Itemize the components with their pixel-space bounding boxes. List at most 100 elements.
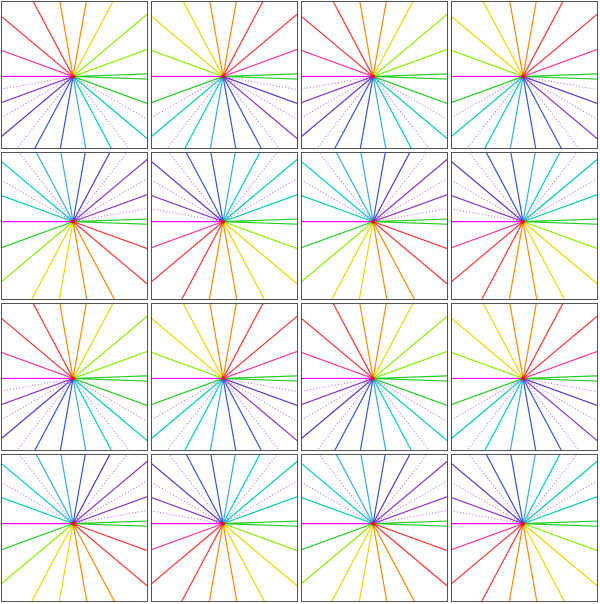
ray-purple [372, 460, 447, 525]
ray-orange [222, 523, 238, 601]
starburst-tile [151, 152, 298, 300]
ray-red [452, 221, 524, 283]
ray-blue [522, 76, 537, 148]
ray-red [72, 221, 147, 285]
ray-indigo [152, 463, 224, 525]
starburst-graphic [302, 2, 447, 148]
ray-yellow [522, 523, 565, 601]
starburst-graphic [2, 2, 147, 148]
ray-orange [59, 2, 74, 77]
ray-red [222, 315, 297, 379]
ray-green [223, 218, 297, 223]
ray-pink [2, 351, 74, 380]
ray-purple [222, 378, 297, 442]
ray-yellow [331, 523, 374, 601]
ray-sky [209, 378, 224, 450]
ray-lime [72, 48, 147, 78]
ray-purple [152, 497, 224, 525]
ray-red [181, 221, 224, 299]
starburst-tile [1, 303, 148, 451]
ray-blue [359, 76, 374, 148]
ray-orange [208, 523, 224, 601]
ray-cyan [372, 378, 412, 450]
ray-sky [222, 153, 236, 222]
ray-violet [372, 178, 447, 223]
ray-orange [209, 2, 224, 77]
ray-hub [221, 376, 226, 381]
ray-violet [222, 480, 297, 525]
ray-hub [371, 521, 376, 526]
starburst-graphic [452, 2, 597, 148]
ray-teal [2, 195, 74, 223]
starburst-graphic [152, 2, 297, 148]
ray-red [302, 16, 374, 77]
ray-red [222, 2, 264, 77]
ray-red [522, 13, 597, 77]
ray-lime [302, 221, 374, 283]
ray-red [372, 221, 447, 250]
ray-cyan [2, 161, 74, 223]
ray-pink [302, 49, 374, 78]
ray-violet [372, 510, 447, 525]
ray-indigo [2, 76, 74, 137]
ray-green [73, 73, 147, 78]
ray-blue [72, 153, 86, 222]
ray-purple [522, 76, 597, 140]
ray-violet [72, 208, 147, 223]
ray-teal [222, 194, 297, 223]
ray-orange [209, 304, 224, 379]
ray-yellow [72, 304, 114, 379]
ray-green [73, 523, 147, 527]
ray-lime [302, 523, 374, 585]
ray-orange [59, 304, 74, 379]
ray-green [73, 375, 147, 380]
ray-indigo [222, 377, 297, 407]
ray-hub [71, 521, 76, 526]
ray-teal [222, 460, 297, 525]
ray-purple [72, 194, 147, 223]
ray-red [332, 304, 374, 379]
ray-cyan [372, 76, 412, 148]
ray-teal [222, 158, 297, 223]
ray-yellow [58, 523, 74, 601]
ray-pink [152, 523, 224, 551]
ray-orange [522, 523, 538, 601]
ray-yellow [222, 221, 265, 299]
ray-yellow [482, 2, 524, 77]
ray-hub [221, 219, 226, 224]
ray-purple [522, 378, 597, 442]
ray-teal [372, 378, 447, 442]
ray-cyan [72, 378, 112, 450]
ray-hub [521, 219, 526, 224]
ray-blue [210, 455, 224, 524]
ray-green [523, 73, 597, 78]
ray-yellow [222, 221, 297, 285]
ray-green [223, 221, 297, 225]
ray-indigo [222, 75, 297, 105]
ray-yellow [482, 304, 524, 379]
ray-green [373, 377, 447, 382]
ray-sky [522, 455, 536, 524]
ray-indigo [452, 463, 524, 525]
ray-cyan [522, 455, 561, 524]
ray-orange [359, 2, 374, 77]
ray-red [522, 2, 564, 77]
ray-indigo [522, 75, 597, 105]
starburst-tile [301, 303, 448, 451]
ray-yellow [358, 523, 374, 601]
ray-red [32, 304, 74, 379]
ray-violet [372, 208, 447, 223]
ray-lime [372, 315, 447, 379]
ray-green [523, 523, 597, 527]
ray-red [152, 523, 224, 585]
ray-lime [72, 315, 147, 379]
ray-orange [372, 2, 387, 77]
ray-hub [221, 521, 226, 526]
ray-sky [360, 455, 374, 524]
ray-yellow [152, 318, 224, 379]
ray-teal [2, 497, 74, 525]
ray-violet [222, 455, 278, 524]
starburst-graphic [302, 304, 447, 450]
ray-purple [372, 158, 447, 223]
ray-pink [152, 221, 224, 249]
